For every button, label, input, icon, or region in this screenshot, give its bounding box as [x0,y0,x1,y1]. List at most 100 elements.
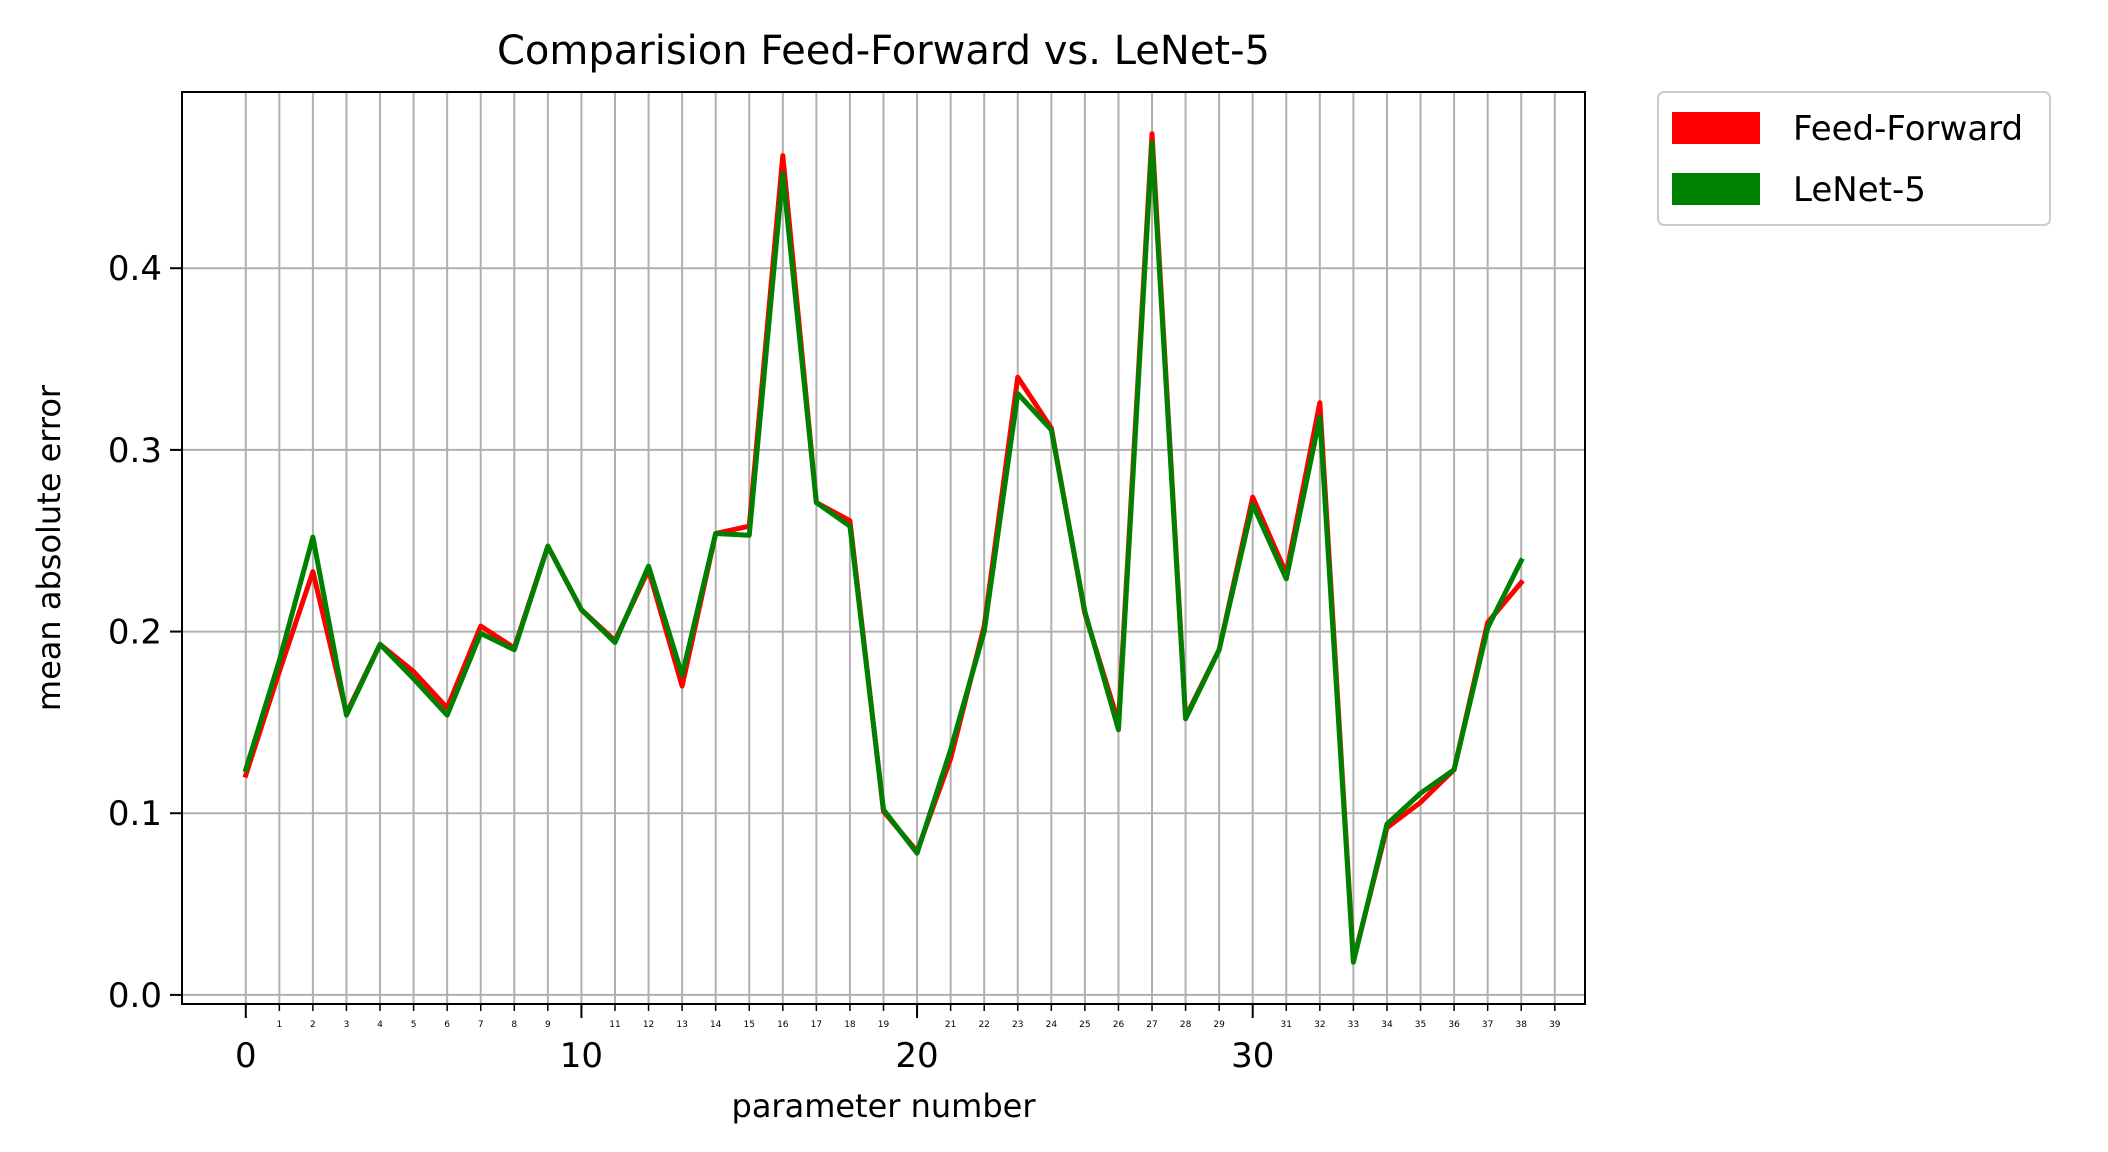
x-minor-tick-label: 33 [1348,1020,1359,1030]
data-point-lenet-5 [1016,392,1020,396]
data-point-lenet-5 [647,564,651,568]
x-minor-tick-label: 5 [411,1020,417,1030]
data-point-feed-forward [244,773,248,777]
x-minor-tick-label: 32 [1314,1020,1325,1030]
data-point-lenet-5 [244,768,248,772]
data-point-lenet-5 [1452,768,1456,772]
x-minor-tick-label: 16 [777,1020,789,1030]
y-tick-label: 0.2 [108,613,162,653]
x-minor-tick-label: 1 [276,1020,282,1030]
x-minor-tick-label: 29 [1213,1020,1225,1030]
data-point-lenet-5 [412,677,416,681]
legend-swatch-lenet-5 [1672,173,1760,205]
data-point-lenet-5 [1083,610,1087,614]
axis-ticks: 0 10 20 301 2 3 4 5 6 7 8 9 11 12 13 14 15 16 17 18 19 21 22 23… [108,249,1561,1076]
x-tick-label: 20 [895,1036,938,1076]
x-tick-label: 10 [560,1036,603,1076]
x-tick-label: 0 [235,1036,257,1076]
data-point-lenet-5 [311,535,315,539]
data-point-lenet-5 [781,172,785,176]
x-minor-tick-label: 22 [978,1020,989,1030]
data-point-lenet-5 [546,544,550,548]
x-minor-tick-label: 18 [844,1020,856,1030]
data-point-feed-forward [479,624,483,628]
x-minor-tick-label: 37 [1482,1020,1493,1030]
data-point-lenet-5 [1251,502,1255,506]
data-point-feed-forward [1318,401,1322,405]
x-minor-tick-label: 4 [377,1020,383,1030]
x-minor-tick-label: 3 [344,1020,350,1030]
x-minor-tick-label: 9 [545,1020,551,1030]
data-point-lenet-5 [512,648,516,652]
data-point-feed-forward [680,684,684,688]
data-point-lenet-5 [1486,626,1490,630]
x-minor-tick-label: 7 [478,1020,484,1030]
legend-swatch-feed-forward [1672,112,1760,144]
x-minor-tick-label: 8 [511,1020,517,1030]
x-tick-label: 30 [1231,1036,1274,1076]
data-point-lenet-5 [949,748,953,752]
x-minor-tick-label: 36 [1448,1020,1460,1030]
y-tick-label: 0.1 [108,794,162,834]
x-minor-tick-label: 35 [1415,1020,1426,1030]
chart-title: Comparision Feed-Forward vs. LeNet-5 [497,28,1270,74]
data-point-feed-forward [1016,375,1020,379]
data-point-lenet-5 [747,533,751,537]
data-point-lenet-5 [848,524,852,528]
data-point-lenet-5 [680,673,684,677]
y-axis-label: mean absolute error [30,384,68,711]
series-lines [242,131,1525,965]
data-point-feed-forward [412,670,416,674]
data-point-lenet-5 [579,608,583,612]
data-point-feed-forward [1519,581,1523,585]
data-point-feed-forward [1419,800,1423,804]
data-point-feed-forward [781,154,785,158]
data-point-lenet-5 [1284,577,1288,581]
y-tick-label: 0.3 [108,431,162,471]
data-point-feed-forward [848,519,852,523]
x-minor-tick-label: 39 [1549,1020,1561,1030]
x-minor-tick-label: 24 [1046,1020,1058,1030]
x-minor-tick-label: 6 [444,1020,450,1030]
x-minor-tick-label: 17 [811,1020,822,1030]
y-tick-label: 0.0 [108,976,162,1016]
data-point-lenet-5 [814,501,818,505]
data-point-feed-forward [311,570,315,574]
data-point-lenet-5 [1116,728,1120,732]
grid [182,92,1585,1004]
data-point-lenet-5 [479,631,483,635]
data-point-lenet-5 [445,713,449,717]
data-point-lenet-5 [915,851,919,855]
data-point-lenet-5 [714,531,718,535]
x-minor-tick-label: 19 [878,1020,890,1030]
data-point-lenet-5 [277,659,281,663]
y-tick-label: 0.4 [108,249,162,289]
x-minor-tick-label: 34 [1381,1020,1393,1030]
x-minor-tick-label: 12 [643,1020,654,1030]
x-axis-label: parameter number [732,1087,1037,1125]
data-point-lenet-5 [1184,717,1188,721]
data-point-lenet-5 [1318,415,1322,419]
data-point-lenet-5 [982,630,986,634]
legend-label-lenet-5: LeNet-5 [1793,170,1926,210]
x-minor-tick-label: 25 [1079,1020,1090,1030]
data-point-lenet-5 [1519,559,1523,563]
x-minor-tick-label: 13 [676,1020,687,1030]
x-minor-tick-label: 14 [710,1020,722,1030]
x-minor-tick-label: 31 [1281,1020,1292,1030]
data-point-lenet-5 [1419,791,1423,795]
data-point-feed-forward [1150,132,1154,136]
legend: Feed-Forward LeNet-5 [1657,91,2051,226]
data-point-feed-forward [1251,495,1255,499]
x-minor-tick-label: 26 [1113,1020,1125,1030]
data-point-lenet-5 [613,640,617,644]
series-line-lenet-5 [242,140,1525,965]
x-minor-tick-label: 2 [310,1020,316,1030]
data-point-lenet-5 [1385,822,1389,826]
data-point-lenet-5 [1351,960,1355,964]
data-point-lenet-5 [1150,141,1154,145]
data-point-lenet-5 [344,713,348,717]
x-minor-tick-label: 38 [1516,1020,1528,1030]
